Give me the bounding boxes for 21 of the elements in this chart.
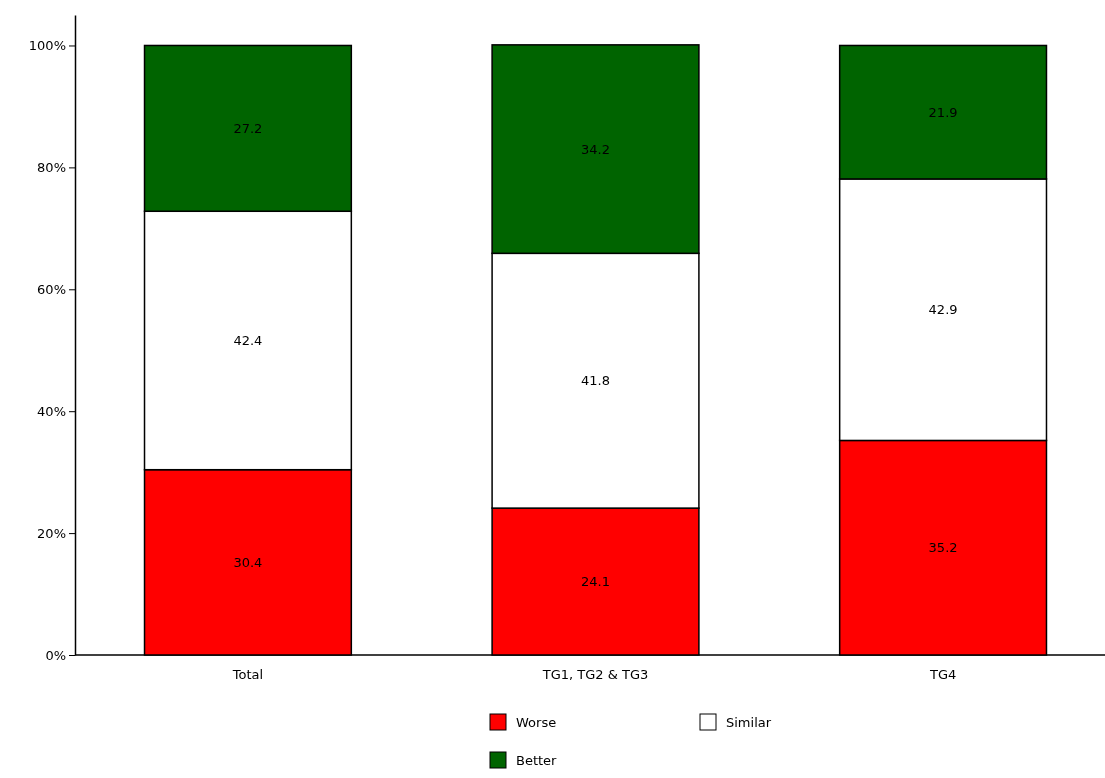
x-tick-label: TG4	[928, 666, 957, 682]
y-tick-label: 20%	[37, 525, 66, 541]
legend-label: Better	[516, 752, 558, 768]
y-tick-label: 60%	[37, 281, 66, 297]
data-label: 34.2	[581, 141, 610, 157]
data-label: 30.4	[233, 554, 263, 570]
data-label: 27.2	[233, 120, 263, 136]
y-tick-label: 100%	[28, 38, 66, 54]
data-label: 41.8	[581, 373, 610, 389]
x-tick-label: TG1, TG2 & TG3	[541, 666, 649, 682]
legend-label: Worse	[516, 714, 557, 730]
data-label: 42.9	[928, 302, 958, 318]
y-tick-label: 0%	[45, 647, 66, 663]
x-tick-label: Total	[231, 666, 264, 682]
data-label: 24.1	[581, 574, 610, 590]
data-label: 35.2	[928, 540, 958, 556]
legend-label: Similar	[726, 714, 772, 730]
y-tick-label: 80%	[37, 160, 66, 176]
data-label: 42.4	[233, 333, 263, 349]
data-label: 21.9	[928, 104, 958, 120]
y-tick-label: 40%	[37, 403, 66, 419]
